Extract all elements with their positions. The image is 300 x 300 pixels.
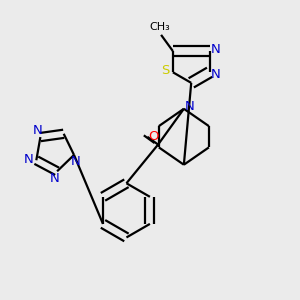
Text: N: N [71, 155, 81, 168]
Text: N: N [24, 153, 34, 166]
Text: N: N [211, 68, 221, 81]
Text: N: N [184, 100, 194, 113]
Text: O: O [148, 130, 159, 143]
Text: N: N [211, 43, 221, 56]
Text: CH₃: CH₃ [149, 22, 170, 32]
Text: S: S [161, 64, 170, 77]
Text: N: N [33, 124, 43, 137]
Text: N: N [50, 172, 60, 185]
